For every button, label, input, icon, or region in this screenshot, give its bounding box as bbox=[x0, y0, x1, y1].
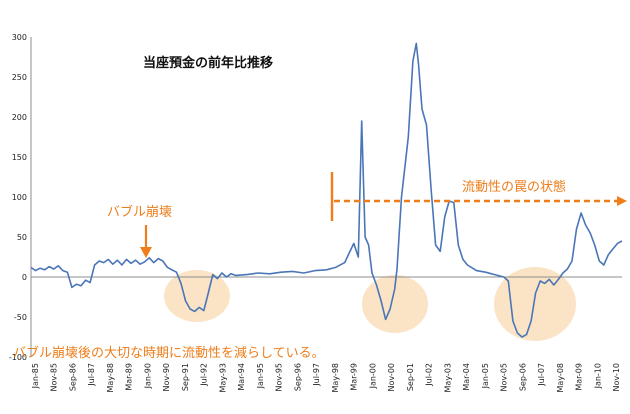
x-tick-label: May-93 bbox=[218, 363, 227, 392]
x-tick-label: Sep-96 bbox=[293, 363, 302, 391]
x-tick-label: Nov-10 bbox=[612, 363, 621, 391]
down-arrow-icon bbox=[140, 225, 152, 258]
x-tick-label: Jul-02 bbox=[425, 363, 434, 387]
x-tick-label: Mar-94 bbox=[237, 363, 246, 391]
y-tick-label: -100 bbox=[9, 353, 27, 362]
x-tick-label: Sep-01 bbox=[406, 363, 415, 391]
highlight-circles bbox=[164, 267, 576, 341]
x-tick-label: Mar-89 bbox=[125, 363, 134, 391]
x-tick-label: Jul-07 bbox=[537, 363, 546, 387]
x-tick-label: Jul-97 bbox=[312, 363, 321, 387]
y-tick-label: 0 bbox=[22, 273, 27, 282]
x-tick-label: Jan-05 bbox=[481, 363, 490, 389]
x-tick-label: May-08 bbox=[556, 363, 565, 392]
x-tick-label: Sep-06 bbox=[518, 363, 527, 391]
x-tick-label: Nov-90 bbox=[162, 363, 171, 391]
highlight-circle-2006 bbox=[494, 267, 576, 341]
x-tick-label: Jan-00 bbox=[368, 363, 377, 389]
x-tick-label: Jan-85 bbox=[31, 363, 40, 389]
x-tick-label: Jan-95 bbox=[256, 363, 265, 389]
y-tick-label: 300 bbox=[12, 33, 27, 42]
x-tick-label: Jul-87 bbox=[87, 363, 96, 387]
y-tick-label: 50 bbox=[17, 233, 27, 242]
y-tick-label: 150 bbox=[12, 153, 27, 162]
x-tick-label: May-03 bbox=[443, 363, 452, 392]
x-tick-label: Sep-86 bbox=[68, 363, 77, 391]
chart-title: 当座預金の前年比推移 bbox=[143, 55, 273, 71]
x-ticks: Jan-85 Nov-85 Sep-86 Jul-87 May-88 Mar-89 Jan-… bbox=[31, 363, 621, 392]
highlight-circle-1991 bbox=[164, 270, 230, 322]
y-ticks: 300 250 200 150 100 50 0 -50 -100 bbox=[9, 33, 27, 362]
y-tick-label: 200 bbox=[12, 113, 27, 122]
x-tick-label: Nov-05 bbox=[500, 363, 509, 391]
y-tick-label: 100 bbox=[12, 193, 27, 202]
x-tick-label: Jan-90 bbox=[143, 363, 152, 389]
annotation-liquidity-trap: 流動性の罠の状態 bbox=[462, 179, 566, 195]
annotation-note: バブル崩壊後の大切な時期に流動性を減らしている。 bbox=[13, 345, 325, 361]
x-tick-label: Nov-85 bbox=[50, 363, 59, 391]
y-tick-label: 250 bbox=[12, 73, 27, 82]
series-line bbox=[30, 42, 623, 338]
x-tick-label: May-88 bbox=[106, 363, 115, 392]
annotation-bubble-collapse: バブル崩壊 bbox=[107, 204, 172, 220]
x-tick-label: Mar-04 bbox=[462, 363, 471, 391]
right-arrow-icon bbox=[617, 196, 627, 206]
x-tick-label: Nov-95 bbox=[275, 363, 284, 391]
x-tick-label: Sep-91 bbox=[181, 363, 190, 391]
x-tick-label: Jul-92 bbox=[200, 363, 209, 387]
x-tick-label: Nov-00 bbox=[387, 363, 396, 391]
y-tick-label: -50 bbox=[14, 313, 27, 322]
x-tick-label: Mar-99 bbox=[350, 363, 359, 391]
x-tick-label: Mar-09 bbox=[575, 363, 584, 391]
x-tick-label: Jan-10 bbox=[593, 363, 602, 389]
x-tick-label: May-98 bbox=[331, 363, 340, 392]
